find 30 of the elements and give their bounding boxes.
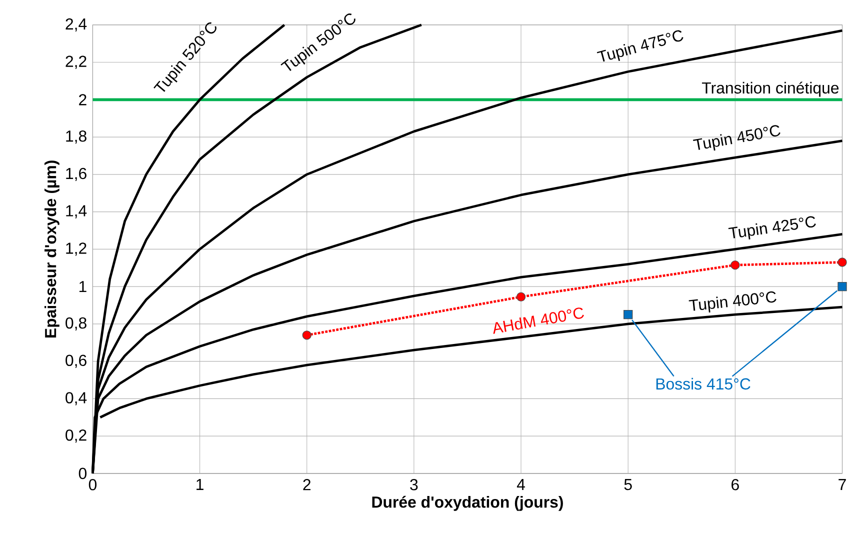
text: Tupin 425°C <box>728 216 816 240</box>
text: Bossis 415°C <box>656 378 750 390</box>
y-tick-label: 1,2 <box>66 242 86 256</box>
y-tick-label: 0,8 <box>66 317 86 330</box>
y-axis-title: Epaisseur d'oxyde (µm) <box>44 160 60 338</box>
text: Tupin 400°C <box>688 291 776 312</box>
ref-line-label: Transition cinétique <box>702 82 839 97</box>
text: Tupin 450°C <box>693 125 780 150</box>
y-tick-label: 1,4 <box>66 205 87 218</box>
y-tick-label: 0 <box>78 468 87 479</box>
y-tick-label: 1 <box>79 280 86 292</box>
y-tick-label: 2,2 <box>66 56 86 69</box>
x-tick-label: 7 <box>838 478 846 490</box>
y-tick-label: 1,8 <box>66 130 86 144</box>
text: Tupin 475°C <box>596 30 684 62</box>
y-tick-label: 0,2 <box>66 429 86 443</box>
x-tick-label: 0 <box>88 478 97 490</box>
x-tick-label: 5 <box>624 478 632 490</box>
x-tick-label: 4 <box>516 478 525 490</box>
y-tick-label: 2 <box>79 94 86 106</box>
x-tick-label: 1 <box>196 478 204 490</box>
y-tick-label: 2,4 <box>66 18 87 32</box>
x-axis-title: Durée d'oxydation (jours) <box>372 496 563 511</box>
text: AHdM 400°C <box>493 307 584 334</box>
y-tick-label: 0,6 <box>66 354 86 368</box>
x-tick-label: 6 <box>732 478 739 490</box>
x-tick-label: 3 <box>410 478 418 490</box>
y-tick-label: 1,6 <box>66 168 86 181</box>
x-tick-label: 2 <box>303 478 310 490</box>
y-tick-label: 0,4 <box>66 392 87 406</box>
